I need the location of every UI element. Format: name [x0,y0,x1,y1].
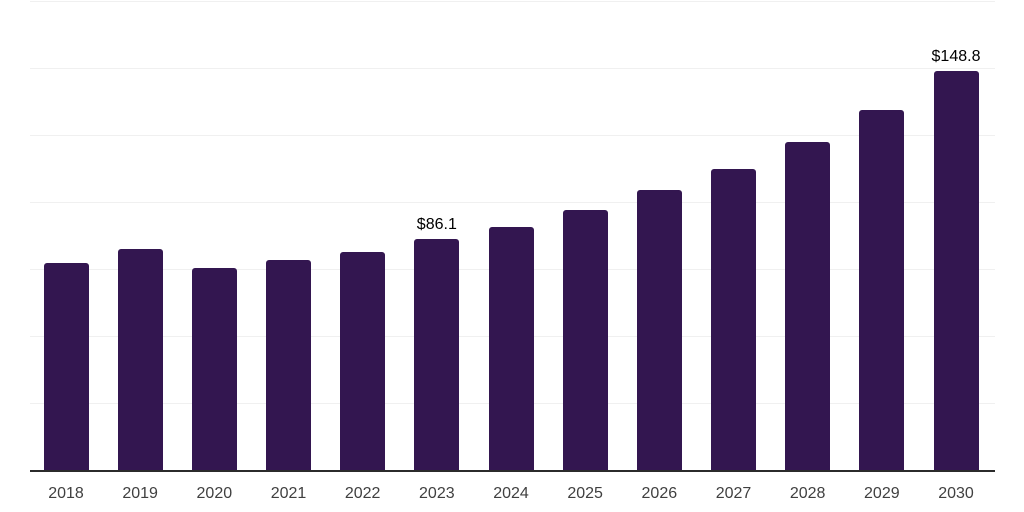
gridline [30,202,995,203]
bar-2020 [191,267,237,470]
bar-2025 [562,209,608,470]
x-axis-label-2020: 2020 [196,485,233,502]
gridline [30,68,995,69]
x-axis-label-2030: 2030 [938,485,974,502]
bar-2029 [859,110,905,470]
x-axis-label-2029: 2029 [864,485,900,502]
gridline [30,135,995,136]
x-axis-label-2019: 2019 [122,485,158,502]
x-axis-label-2026: 2026 [641,485,678,502]
x-axis-label-2027: 2027 [715,485,752,502]
x-axis-label-2022: 2022 [344,485,381,502]
bar-2019 [117,249,163,470]
data-label-2030: $148.8 [931,48,981,66]
x-axis-label-2028: 2028 [789,485,826,502]
x-axis-line [30,470,995,472]
bar-2024 [488,226,534,470]
x-axis-label-2024: 2024 [493,485,529,502]
x-axis-label-2023: 2023 [419,485,455,502]
bar-2026 [636,189,682,470]
bar-2022 [340,251,386,470]
x-axis-label-2021: 2021 [270,485,307,502]
bar-2030 [933,71,979,470]
bar-2021 [266,260,311,470]
bar-2023 [414,239,460,470]
data-label-2023: $86.1 [416,216,457,234]
gridline [30,1,995,2]
x-axis-label-2018: 2018 [48,485,84,502]
bar-2027 [711,169,756,470]
x-axis-label-2025: 2025 [567,485,603,502]
bar-2028 [785,141,831,470]
bar-2018 [43,262,89,470]
